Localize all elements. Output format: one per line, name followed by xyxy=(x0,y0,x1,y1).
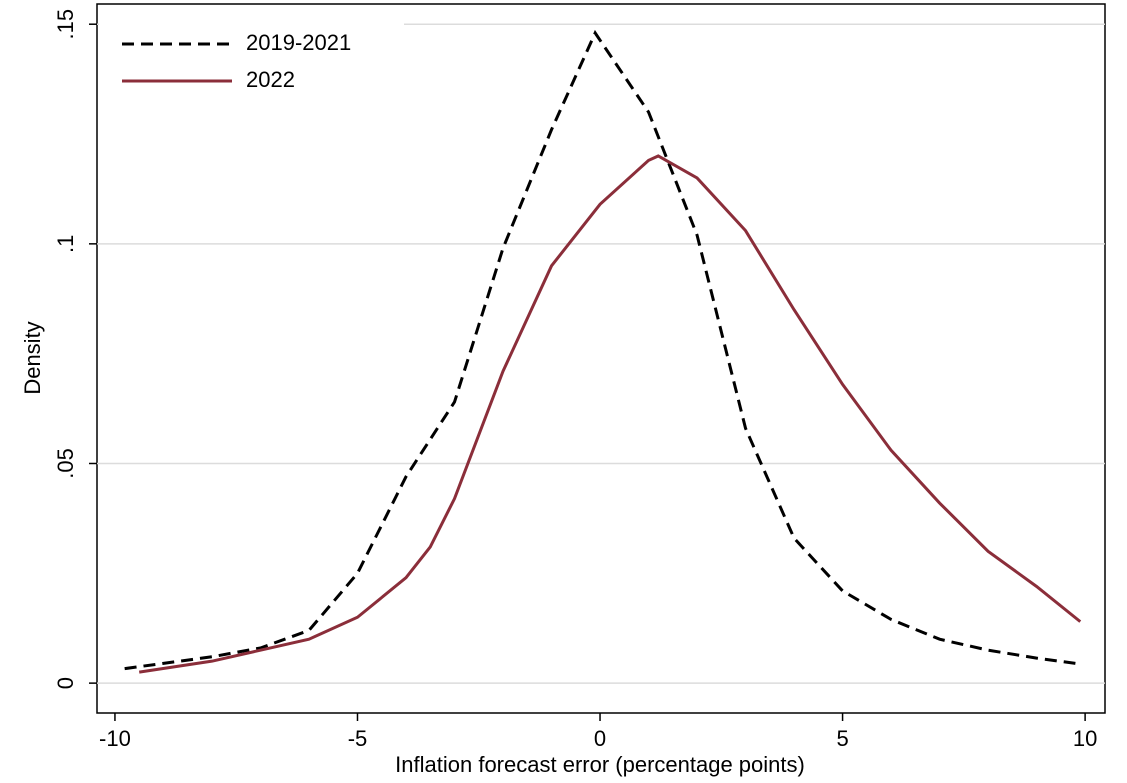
legend-box xyxy=(99,6,404,101)
x-axis-title: Inflation forecast error (percentage poi… xyxy=(395,752,805,777)
y-tick-label: 0 xyxy=(53,677,78,689)
y-tick-label: .1 xyxy=(53,235,78,253)
y-tick-label: .15 xyxy=(53,9,78,40)
y-axis-title: Density xyxy=(20,321,45,394)
line-series xyxy=(124,29,1076,671)
x-tick-label: -5 xyxy=(348,726,368,751)
line-series xyxy=(138,154,1082,674)
legend-label: 2019-2021 xyxy=(246,30,351,55)
x-tick-label: 5 xyxy=(836,726,848,751)
legend-label: 2022 xyxy=(246,67,295,92)
plot-frame xyxy=(96,3,1106,714)
x-tick-label: 0 xyxy=(594,726,606,751)
y-tick-label: .05 xyxy=(53,448,78,479)
x-tick-label: -10 xyxy=(99,726,131,751)
x-tick-label: 10 xyxy=(1073,726,1097,751)
